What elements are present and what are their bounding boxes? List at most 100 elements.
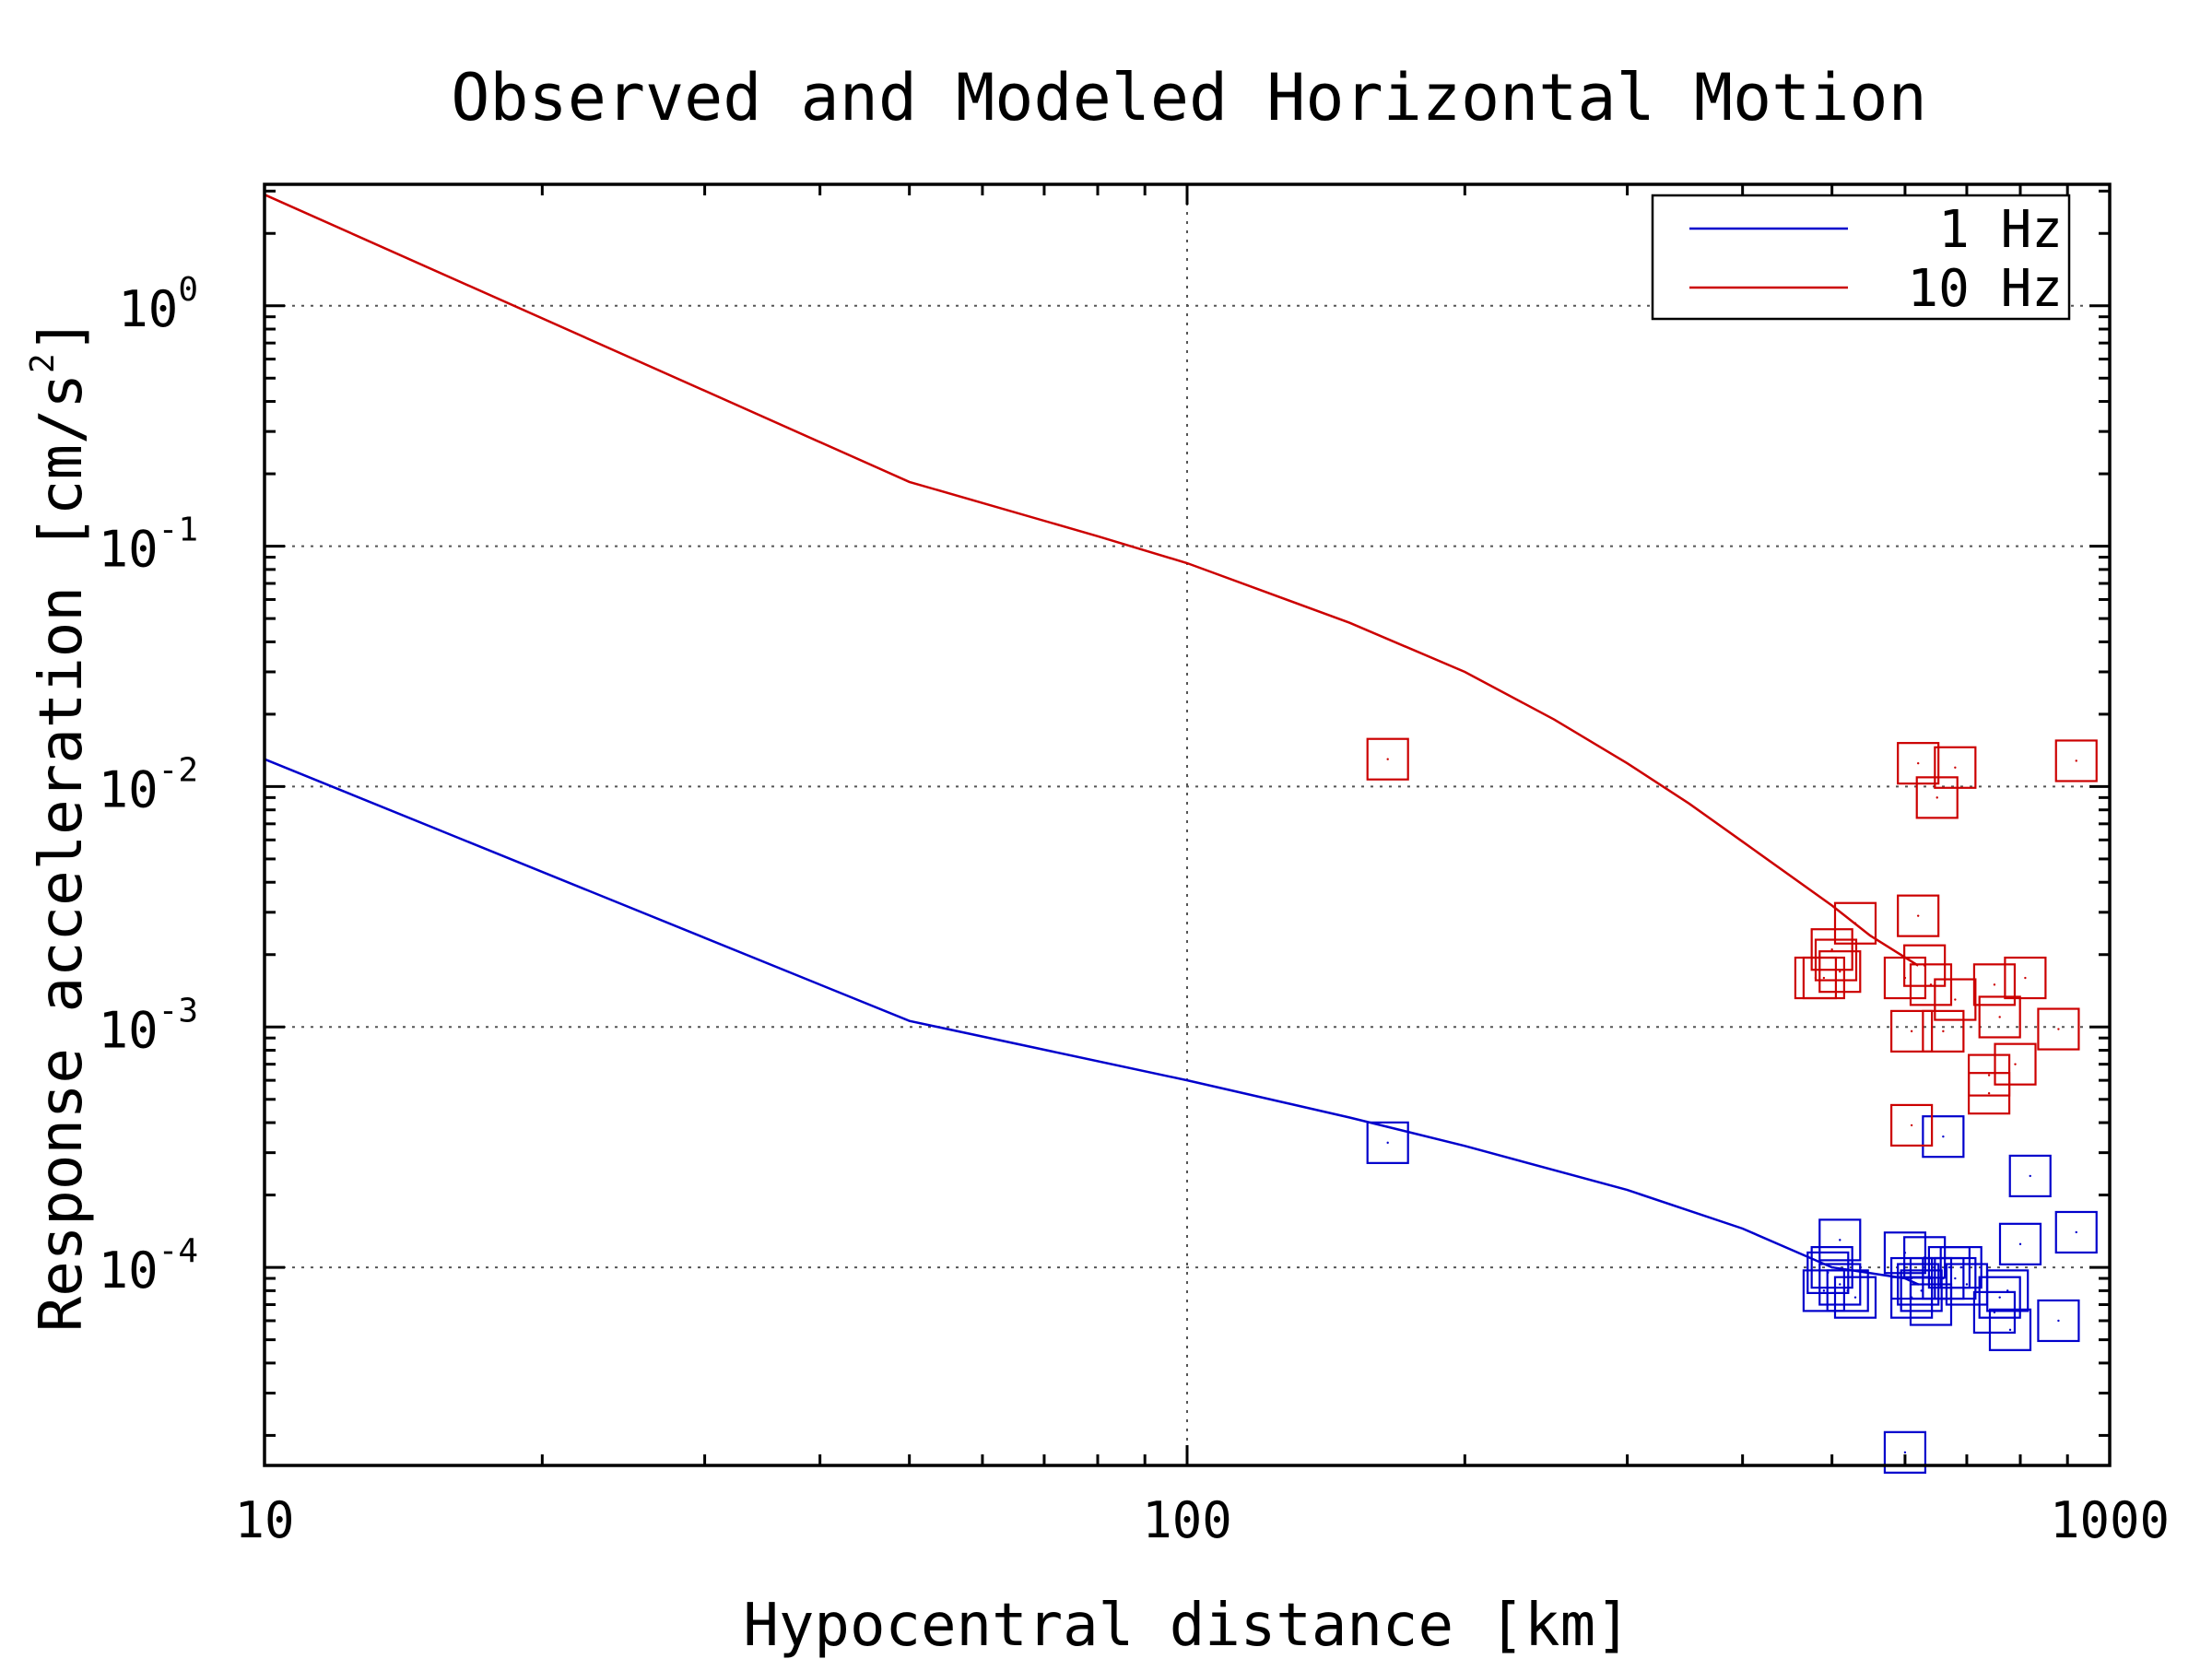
data-point-center-1 (1987, 1074, 1991, 1077)
data-point-0 (1988, 1308, 2032, 1351)
data-point-1 (1994, 1042, 2037, 1086)
data-point-center-1 (2014, 1063, 2017, 1065)
legend-label-1hz: 1 Hz (1938, 200, 2063, 260)
chart-title: Observed and Modeled Horizontal Motion (451, 60, 1926, 135)
data-point-1 (1915, 776, 1959, 819)
data-point-1 (2054, 739, 2098, 782)
y-tick-label: 10-3 (99, 992, 198, 1059)
data-point-1 (2037, 1007, 2080, 1051)
legend-label-10hz: 10 Hz (1907, 259, 2063, 319)
data-point-center-0 (2057, 1319, 2060, 1323)
data-point-0 (1909, 1283, 1953, 1326)
grid (265, 184, 2110, 1465)
data-point-center-0 (1965, 1283, 1969, 1286)
data-point-0 (1883, 1430, 1927, 1474)
data-point-1 (1890, 1009, 1934, 1053)
data-point-1 (1909, 963, 1953, 1006)
data-point-center-1 (2075, 759, 2077, 762)
data-point-0 (1826, 1269, 1869, 1312)
data-point-center-1 (1830, 948, 1833, 951)
data-point-center-0 (1942, 1135, 1945, 1138)
data-point-0 (1810, 1245, 1853, 1289)
data-point-center-0 (2075, 1230, 2077, 1234)
x-tick-label: 10 (234, 1491, 294, 1549)
data-point-0 (1818, 1218, 1862, 1262)
data-point-0 (1998, 1222, 2042, 1265)
data-point-1 (1810, 928, 1853, 971)
data-point-center-0 (1839, 1239, 1841, 1241)
data-point-center-0 (1903, 1451, 1907, 1454)
data-point-1 (1818, 950, 1862, 994)
data-point-1 (1897, 894, 1940, 937)
data-point-center-1 (2024, 976, 2027, 980)
data-point-center-0 (1942, 1277, 1945, 1280)
data-point-center-0 (1822, 1289, 1826, 1292)
data-point-0 (1900, 1269, 1943, 1312)
data-point-center-1 (1954, 998, 1957, 1001)
data-point-1 (1802, 956, 1845, 1000)
series-line-1 (264, 194, 1919, 967)
data-point-center-0 (1954, 1277, 1957, 1280)
series-line-0 (264, 758, 1919, 1286)
data-point-0 (2054, 1210, 2098, 1254)
data-point-0 (2008, 1154, 2052, 1198)
data-point-center-0 (2008, 1328, 2012, 1332)
data-point-1 (1897, 742, 1940, 785)
data-point-center-1 (1910, 1030, 1913, 1033)
data-point-center-0 (1998, 1296, 2001, 1299)
data-point-0 (2037, 1299, 2080, 1343)
data-point-center-1 (1942, 1030, 1945, 1033)
data-point-0 (1366, 1121, 1409, 1164)
data-point-center-0 (1846, 1289, 1849, 1292)
data-point-center-0 (1386, 1141, 1389, 1145)
y-tick-label: 100 (118, 271, 198, 338)
data-point-1 (1934, 978, 1977, 1021)
data-point-1 (1968, 1072, 2011, 1115)
data-point-center-1 (1916, 914, 1920, 917)
data-point-center-0 (1839, 1283, 1841, 1286)
data-point-0 (1802, 1269, 1845, 1312)
data-point-0 (1833, 1276, 1877, 1319)
data-point-1 (1366, 737, 1409, 781)
data-point-1 (2004, 956, 2047, 1000)
data-point-center-1 (1954, 766, 1957, 769)
data-point-center-1 (1993, 983, 1996, 986)
data-layer (264, 194, 2098, 1474)
data-point-0 (1972, 1290, 2017, 1334)
data-point-center-1 (1936, 796, 1938, 799)
data-point-center-1 (1822, 976, 1826, 980)
x-axis-label: Hypocentral distance [km] (743, 1592, 1630, 1659)
data-point-center-0 (1947, 1265, 1951, 1269)
data-point-center-1 (1987, 1091, 1991, 1095)
data-point-0 (1986, 1269, 2030, 1312)
data-point-1 (1978, 995, 2021, 1039)
data-point-center-0 (1929, 1303, 1933, 1306)
data-point-center-1 (1839, 970, 1841, 973)
y-axis-label: Response acceleration [cm/s2] (24, 318, 96, 1333)
legend: 1 Hz 10 Hz (1651, 194, 2071, 321)
data-point-0 (1939, 1245, 1983, 1289)
data-point-center-1 (1910, 1124, 1913, 1127)
data-point-1 (1903, 944, 1947, 987)
data-point-0 (1922, 1115, 1965, 1159)
data-point-center-1 (1814, 976, 1818, 980)
legend-box (1651, 194, 2071, 321)
data-point-center-1 (1853, 922, 1857, 924)
data-point-center-1 (2057, 1028, 2060, 1030)
data-point-0 (1934, 1256, 1977, 1300)
y-tick-label: 10-4 (99, 1232, 198, 1300)
data-point-center-0 (2006, 1289, 2009, 1292)
data-point-center-0 (2018, 1242, 2022, 1246)
data-point-1 (1890, 1103, 1934, 1147)
data-point-center-0 (2029, 1174, 2031, 1178)
ticks: 10 100 1000 100 10-1 10-2 10-3 10-4 (99, 184, 2170, 1549)
data-point-center-1 (1916, 761, 1920, 765)
data-point-1 (1972, 963, 2017, 1006)
x-tick-label: 100 (1142, 1491, 1232, 1549)
data-point-0 (1818, 1263, 1862, 1306)
x-tick-label: 1000 (2050, 1491, 2170, 1549)
data-point-1 (1934, 746, 1977, 789)
y-tick-label: 10-2 (99, 751, 198, 818)
data-point-center-1 (1929, 983, 1933, 986)
